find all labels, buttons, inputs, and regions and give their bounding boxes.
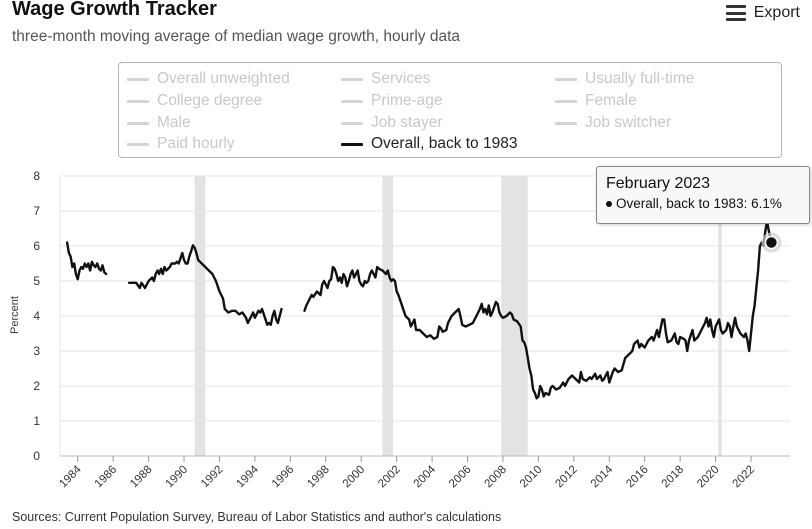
legend-label: Overall unweighted bbox=[157, 70, 290, 87]
x-tick-label: 2004 bbox=[412, 463, 439, 490]
legend-item-job-switcher[interactable]: Job switcher bbox=[555, 114, 671, 132]
series-line-segment-0 bbox=[65, 241, 108, 281]
y-tick-label: 1 bbox=[33, 414, 40, 428]
hamburger-menu-icon bbox=[725, 5, 746, 21]
y-tick-label: 7 bbox=[33, 204, 40, 218]
x-tick-label: 2008 bbox=[482, 464, 509, 491]
legend-line-swatch bbox=[341, 99, 363, 103]
legend-item-overall-unweighted[interactable]: Overall unweighted bbox=[127, 70, 290, 88]
legend-label: Overall, back to 1983 bbox=[371, 135, 518, 152]
tooltip: February 2023 Overall, back to 1983: 6.1… bbox=[596, 166, 810, 224]
y-tick-label: 4 bbox=[33, 309, 40, 323]
legend-line-swatch bbox=[555, 121, 577, 125]
export-button[interactable]: Export bbox=[725, 4, 800, 22]
y-axis-label: Percent bbox=[9, 296, 21, 334]
x-tick-label: 1992 bbox=[199, 464, 226, 491]
legend-item-college-degree[interactable]: College degree bbox=[127, 92, 262, 110]
y-tick-label: 6 bbox=[33, 239, 40, 253]
y-tick-label: 2 bbox=[33, 379, 40, 393]
y-tick-label: 3 bbox=[33, 344, 40, 358]
x-tick-label: 2012 bbox=[553, 464, 580, 491]
x-tick-label: 1998 bbox=[305, 464, 332, 491]
highlight-point bbox=[761, 232, 782, 253]
legend-label: Prime-age bbox=[371, 92, 443, 109]
source-note: Sources: Current Population Survey, Bure… bbox=[12, 510, 502, 524]
x-axis-ticks: 1984 1986 1988 1990 1992 1994 1996 1998 2000 2002… bbox=[57, 456, 757, 490]
legend-line-swatch bbox=[341, 142, 363, 146]
legend-line-swatch bbox=[127, 77, 149, 81]
legend-item-paid-hourly[interactable]: Paid hourly bbox=[127, 135, 235, 153]
y-tick-label: 5 bbox=[33, 274, 40, 288]
x-tick-label: 2002 bbox=[376, 464, 403, 491]
x-tick-label: 1986 bbox=[93, 464, 120, 491]
x-tick-label: 1994 bbox=[234, 463, 261, 490]
legend-item-overall-back-to-1983[interactable]: Overall, back to 1983 bbox=[341, 135, 517, 153]
tooltip-value: 6.1% bbox=[751, 196, 782, 211]
series-dot-icon bbox=[606, 201, 612, 208]
legend-line-swatch bbox=[127, 121, 149, 125]
x-tick-label: 2006 bbox=[447, 464, 474, 491]
legend-line-swatch bbox=[341, 77, 363, 81]
legend-label: Usually full-time bbox=[585, 70, 695, 87]
export-label: Export bbox=[753, 4, 800, 21]
legend-item-female[interactable]: Female bbox=[555, 92, 637, 110]
series-line-segment-1 bbox=[127, 244, 283, 326]
series-lines bbox=[65, 220, 773, 400]
chart-subtitle: three-month moving average of median wag… bbox=[12, 28, 461, 45]
tooltip-title: February 2023 bbox=[606, 175, 711, 192]
x-tick-label: 1988 bbox=[128, 464, 155, 491]
legend-line-swatch bbox=[555, 77, 577, 81]
legend-item-male[interactable]: Male bbox=[127, 114, 191, 132]
legend-label: Male bbox=[157, 114, 191, 131]
legend-item-services[interactable]: Services bbox=[341, 70, 430, 88]
x-tick-label: 2014 bbox=[589, 463, 616, 490]
legend-item-job-stayer[interactable]: Job stayer bbox=[341, 114, 443, 132]
legend-line-swatch bbox=[127, 142, 149, 146]
legend-label: Job switcher bbox=[585, 114, 672, 131]
legend-item-prime-age[interactable]: Prime-age bbox=[341, 92, 443, 110]
legend-label: Job stayer bbox=[371, 114, 443, 131]
chart-title: Wage Growth Tracker bbox=[12, 0, 217, 20]
y-tick-label: 0 bbox=[33, 449, 40, 463]
x-tick-label: 2000 bbox=[341, 464, 368, 491]
y-axis-ticks: 0 1 2 3 4 5 6 7 8 bbox=[33, 169, 40, 463]
x-tick-label: 1996 bbox=[270, 464, 297, 491]
x-tick-label: 2022 bbox=[731, 464, 758, 491]
x-tick-label: 1990 bbox=[164, 464, 191, 491]
tooltip-series: Overall, back to 1983 bbox=[616, 196, 744, 211]
legend: Overall unweighted Services Usually full… bbox=[118, 62, 782, 158]
highlight-marker[interactable] bbox=[764, 235, 779, 250]
x-tick-label: 1984 bbox=[57, 463, 84, 490]
legend-item-usually-full-time[interactable]: Usually full-time bbox=[555, 70, 694, 88]
y-tick-label: 8 bbox=[33, 169, 40, 183]
series-line-segment-2 bbox=[303, 220, 773, 400]
x-tick-label: 2016 bbox=[624, 464, 651, 491]
legend-line-swatch bbox=[555, 99, 577, 103]
legend-label: Female bbox=[585, 92, 637, 109]
x-tick-label: 2018 bbox=[660, 464, 687, 491]
legend-label: Paid hourly bbox=[157, 135, 235, 152]
x-tick-label: 2020 bbox=[695, 464, 722, 491]
legend-line-swatch bbox=[127, 99, 149, 103]
x-tick-label: 2010 bbox=[518, 464, 545, 491]
legend-label: Services bbox=[371, 70, 431, 87]
legend-line-swatch bbox=[341, 121, 363, 125]
legend-label: College degree bbox=[157, 92, 263, 109]
tooltip-line: Overall, back to 1983: 6.1% bbox=[606, 196, 809, 211]
